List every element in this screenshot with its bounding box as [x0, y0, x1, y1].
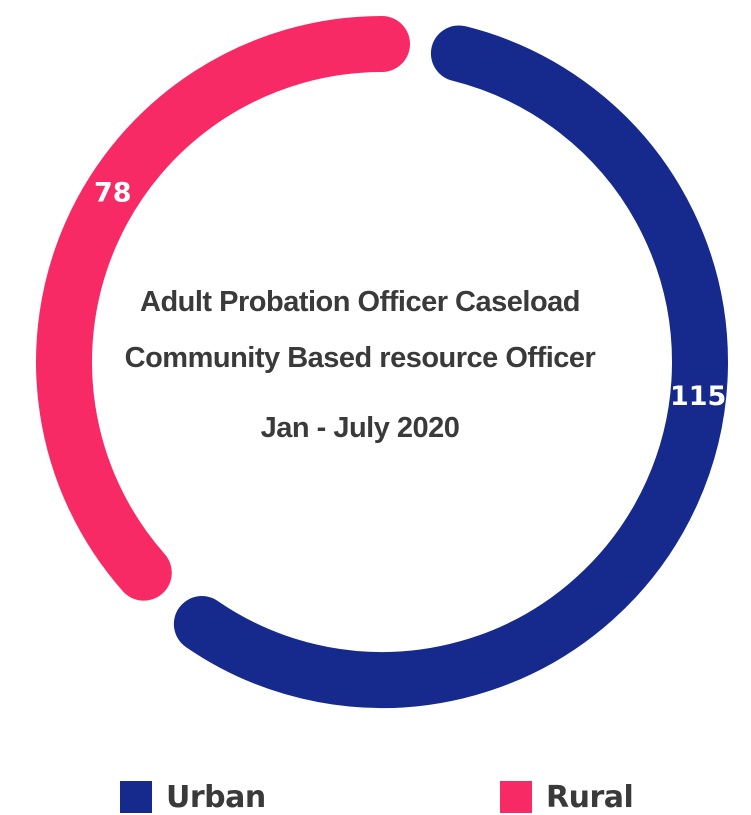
legend-label-urban: Urban: [166, 779, 266, 815]
legend-swatch-rural: [500, 781, 532, 813]
data-label-rural: 78: [94, 177, 132, 208]
data-label-urban: 115: [670, 381, 726, 412]
chart-title: Adult Probation Officer Caseload: [140, 286, 581, 318]
chart-title-line-2: Community Based resource Officer: [124, 342, 596, 374]
donut-segment-urban[interactable]: [173, 25, 728, 708]
chart-subtitle: Jan - July 2020: [260, 412, 460, 444]
legend-item-rural[interactable]: Rural: [500, 779, 634, 815]
chart-legend: Urban Rural: [0, 778, 751, 815]
donut-arcs: [36, 16, 728, 708]
legend-swatch-urban: [120, 781, 152, 813]
donut-segment-rural[interactable]: [36, 16, 410, 601]
donut-data-labels: 115 78: [94, 177, 726, 412]
legend-label-rural: Rural: [546, 779, 634, 815]
legend-item-urban[interactable]: Urban: [120, 779, 266, 815]
